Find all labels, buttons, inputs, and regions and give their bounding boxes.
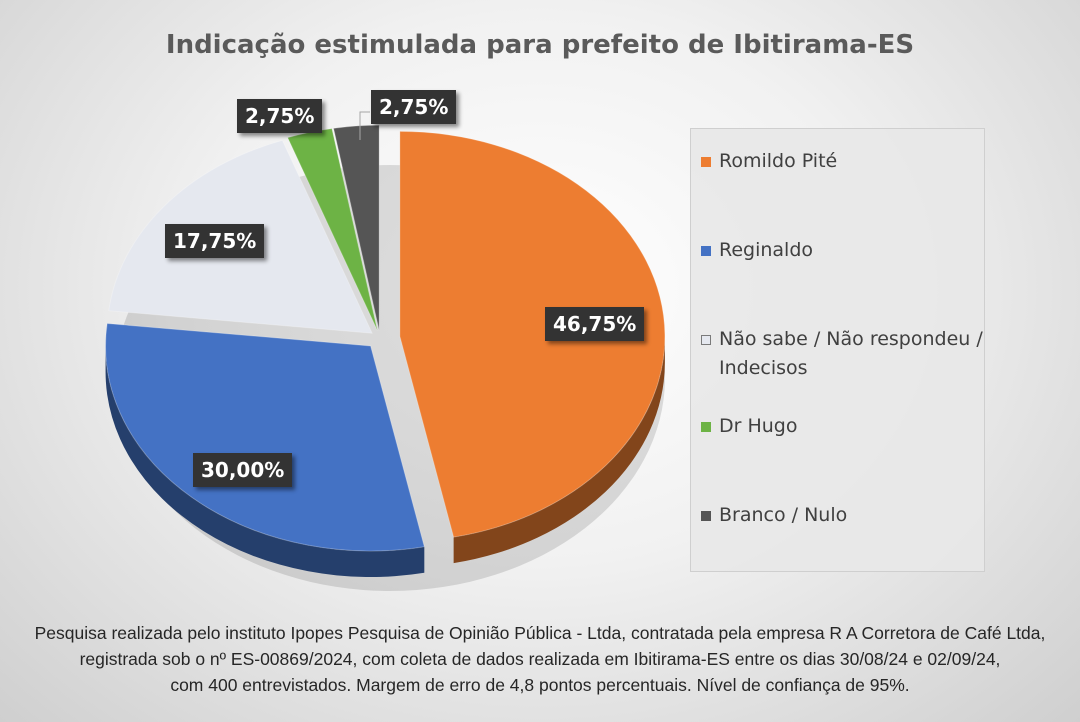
legend: Romildo Pité Reginaldo Não sabe / Não re… <box>690 128 985 572</box>
data-label-nao-sabe: 17,75% <box>165 224 265 258</box>
legend-swatch <box>701 246 711 256</box>
legend-swatch <box>701 422 711 432</box>
slice-side-romildo-pite <box>453 336 665 564</box>
footnote-line: registrada sob o nº ES-00869/2024, com c… <box>79 649 1001 669</box>
data-label-branco-nulo: 2,75% <box>371 90 457 124</box>
footnote-line: Pesquisa realizada pelo instituto Ipopes… <box>34 623 1046 643</box>
legend-label: Não sabe / Não respondeu / Indecisos <box>719 328 983 379</box>
slice-reginaldo <box>105 322 425 552</box>
legend-item-dr-hugo: Dr Hugo <box>701 415 989 441</box>
legend-label: Reginaldo <box>719 239 814 261</box>
legend-swatch <box>701 157 711 167</box>
legend-item-nao-sabe: Não sabe / Não respondeu / Indecisos <box>701 328 989 383</box>
legend-label: Dr Hugo <box>719 415 798 437</box>
legend-item-romildo-pite: Romildo Pité <box>701 150 989 176</box>
footnote-line: com 400 entrevistados. Margem de erro de… <box>170 675 910 695</box>
leader-line <box>359 111 370 140</box>
slice-side-reginaldo <box>105 346 425 578</box>
legend-swatch <box>701 511 711 521</box>
legend-item-branco-nulo: Branco / Nulo <box>701 504 989 530</box>
chart-title: Indicação estimulada para prefeito de Ib… <box>165 30 915 60</box>
data-label-dr-hugo: 2,75% <box>237 99 323 133</box>
legend-label: Branco / Nulo <box>719 504 848 526</box>
legend-label: Romildo Pité <box>719 150 838 172</box>
legend-item-reginaldo: Reginaldo <box>701 239 989 265</box>
survey-footnote: Pesquisa realizada pelo instituto Ipopes… <box>20 620 1060 698</box>
legend-swatch <box>701 335 711 345</box>
data-label-reginaldo: 30,00% <box>193 453 293 487</box>
data-label-romildo-pite: 46,75% <box>545 307 645 341</box>
slice-romildo-pite <box>399 130 666 538</box>
slice-branco-nulo <box>332 124 380 331</box>
